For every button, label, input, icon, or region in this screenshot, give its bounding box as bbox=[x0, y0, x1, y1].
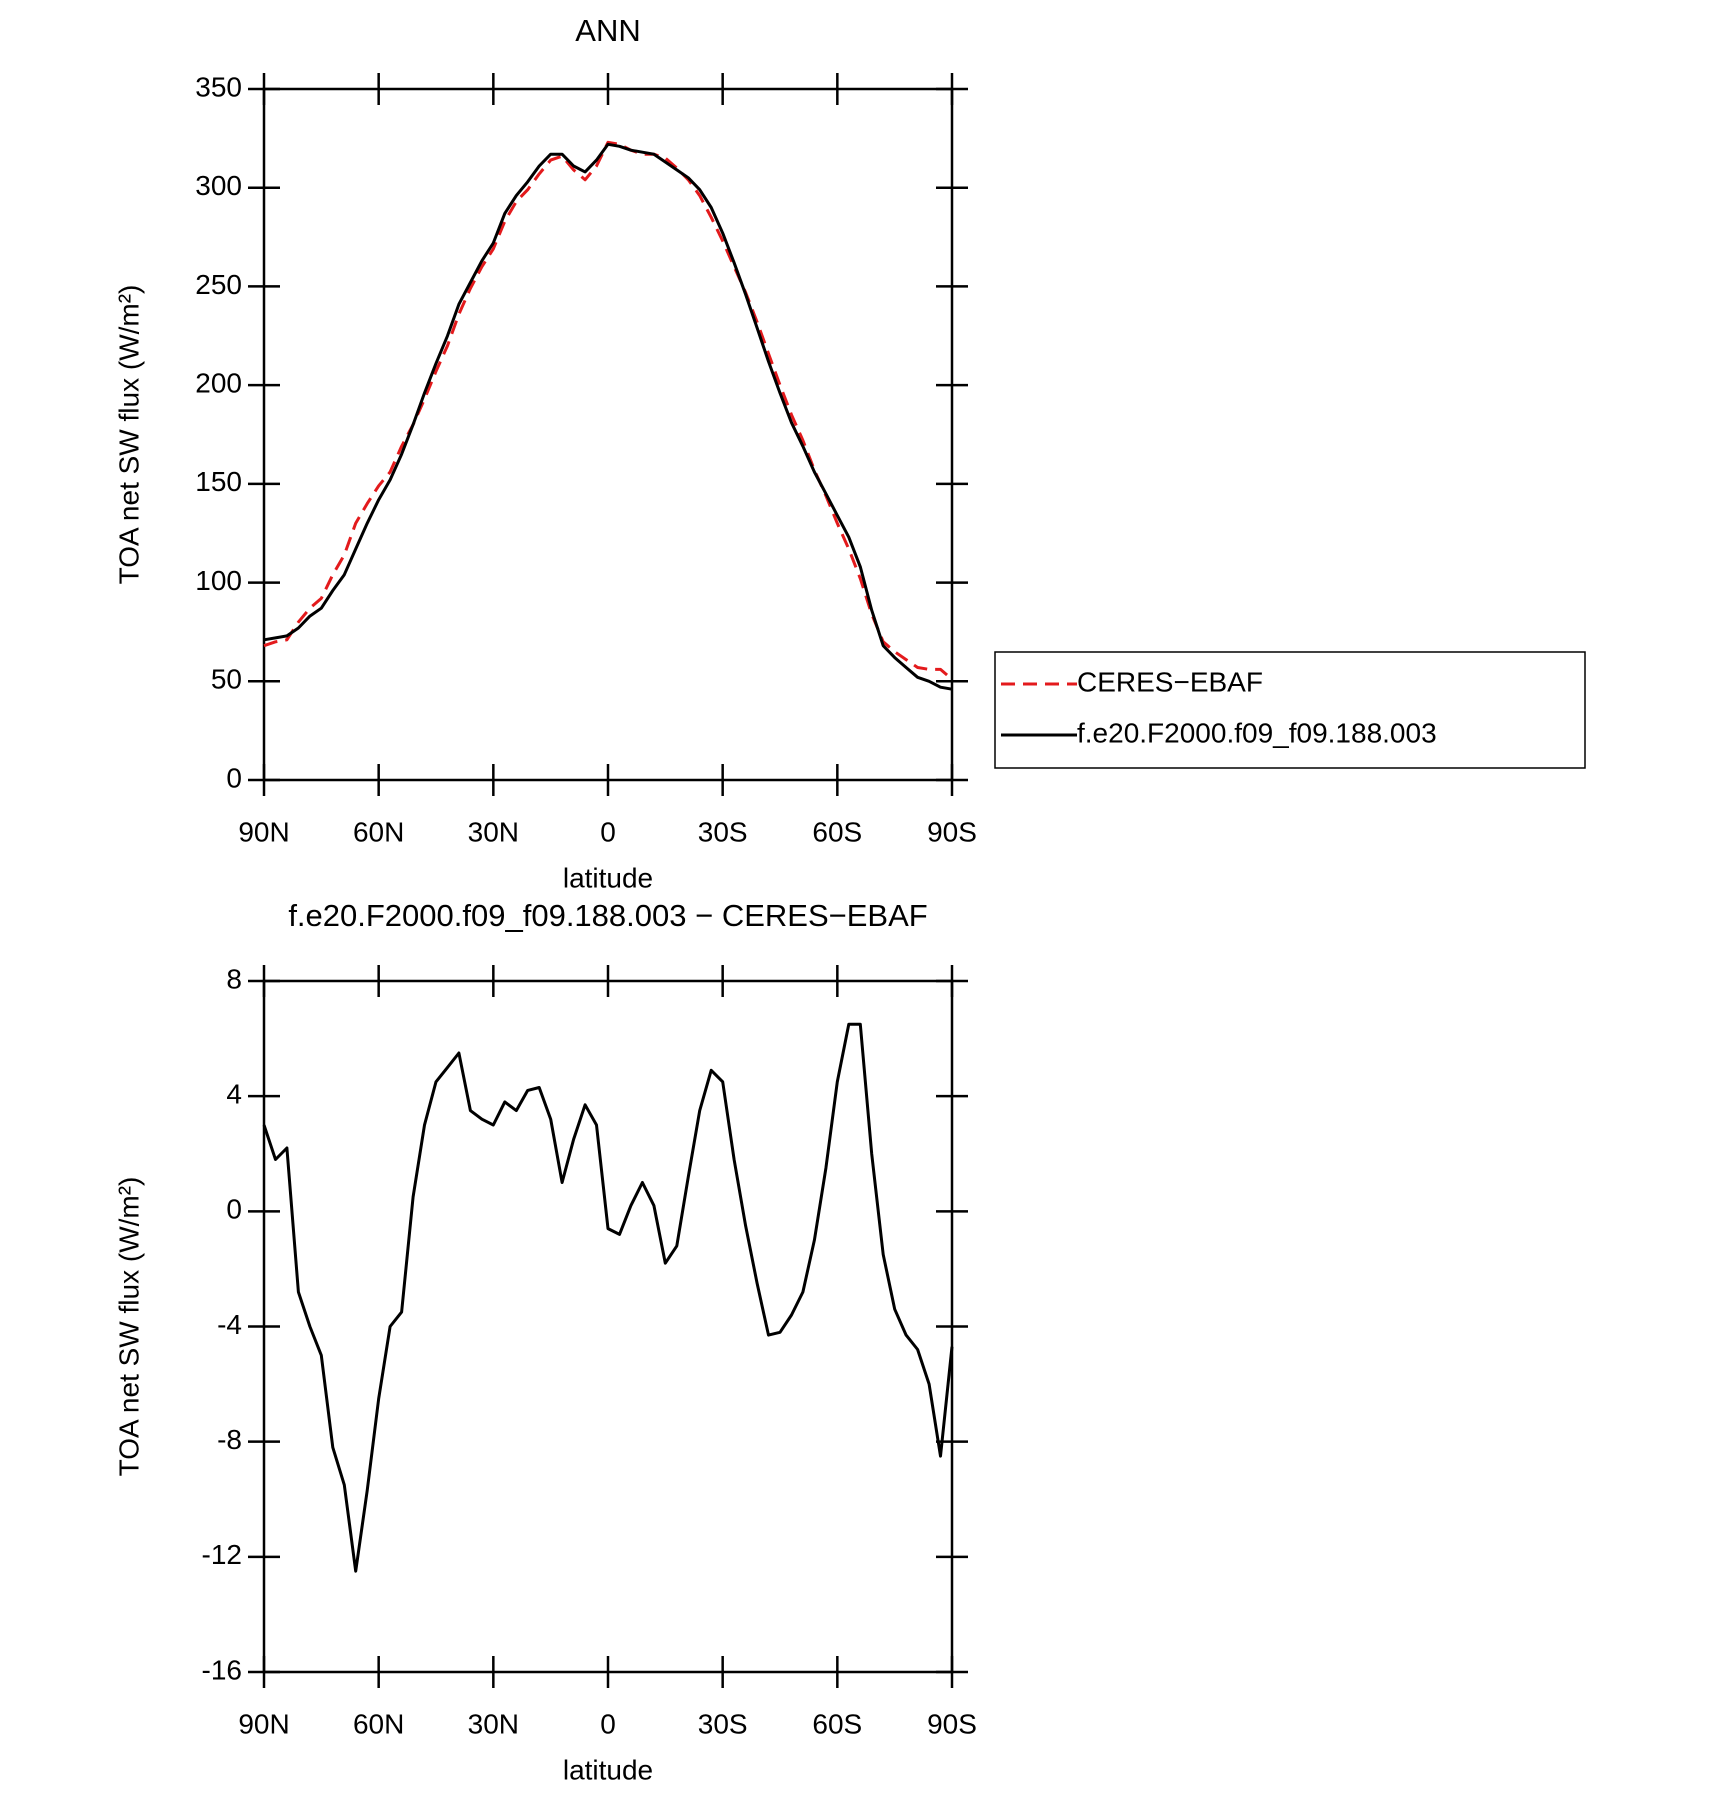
series-line bbox=[262, 1022, 954, 1573]
x-tick-label: 90S bbox=[927, 816, 977, 847]
x-tick-label: 30S bbox=[698, 816, 748, 847]
plot-frame bbox=[262, 87, 954, 782]
x-tick-label: 30N bbox=[468, 1708, 519, 1739]
x-tick-label: 60S bbox=[812, 1708, 862, 1739]
y-tick-label: -8 bbox=[217, 1424, 242, 1455]
plot-frame bbox=[262, 979, 954, 1674]
y-axis-label: TOA net SW flux (W/m²) bbox=[113, 285, 144, 585]
series-line bbox=[263, 140, 953, 681]
y-tick-label: 0 bbox=[226, 762, 242, 793]
y-tick-label: 150 bbox=[195, 466, 242, 497]
x-tick-label: 0 bbox=[600, 816, 616, 847]
legend-label: f.e20.F2000.f09_f09.188.003 bbox=[1077, 717, 1437, 748]
series-line bbox=[263, 142, 953, 691]
legend-label: CERES−EBAF bbox=[1077, 666, 1263, 697]
x-tick-label: 90N bbox=[238, 816, 289, 847]
x-tick-label: 0 bbox=[600, 1708, 616, 1739]
x-tick-label: 30S bbox=[698, 1708, 748, 1739]
y-tick-label: 200 bbox=[195, 368, 242, 399]
y-tick-label: 50 bbox=[211, 664, 242, 695]
chart-title: f.e20.F2000.f09_f09.188.003 − CERES−EBAF bbox=[288, 898, 927, 933]
chart-title: ANN bbox=[575, 13, 640, 48]
y-axis-label: TOA net SW flux (W/m²) bbox=[113, 1177, 144, 1477]
y-tick-label: 250 bbox=[195, 269, 242, 300]
x-tick-label: 90S bbox=[927, 1708, 977, 1739]
y-tick-label: 100 bbox=[195, 565, 242, 596]
x-tick-label: 90N bbox=[238, 1708, 289, 1739]
x-tick-label: 60N bbox=[353, 1708, 404, 1739]
y-tick-label: -16 bbox=[202, 1654, 242, 1685]
y-tick-label: -12 bbox=[202, 1539, 242, 1570]
y-tick-label: 350 bbox=[195, 71, 242, 102]
x-tick-label: 60S bbox=[812, 816, 862, 847]
y-tick-label: 4 bbox=[226, 1079, 242, 1110]
x-tick-label: 30N bbox=[468, 816, 519, 847]
x-tick-label: 60N bbox=[353, 816, 404, 847]
y-tick-label: 0 bbox=[226, 1194, 242, 1225]
x-axis-label: latitude bbox=[563, 862, 653, 893]
legend-box bbox=[994, 651, 1586, 769]
x-axis-label: latitude bbox=[563, 1754, 653, 1785]
y-tick-label: -4 bbox=[217, 1309, 242, 1340]
y-tick-label: 8 bbox=[226, 963, 242, 994]
y-tick-label: 300 bbox=[195, 170, 242, 201]
